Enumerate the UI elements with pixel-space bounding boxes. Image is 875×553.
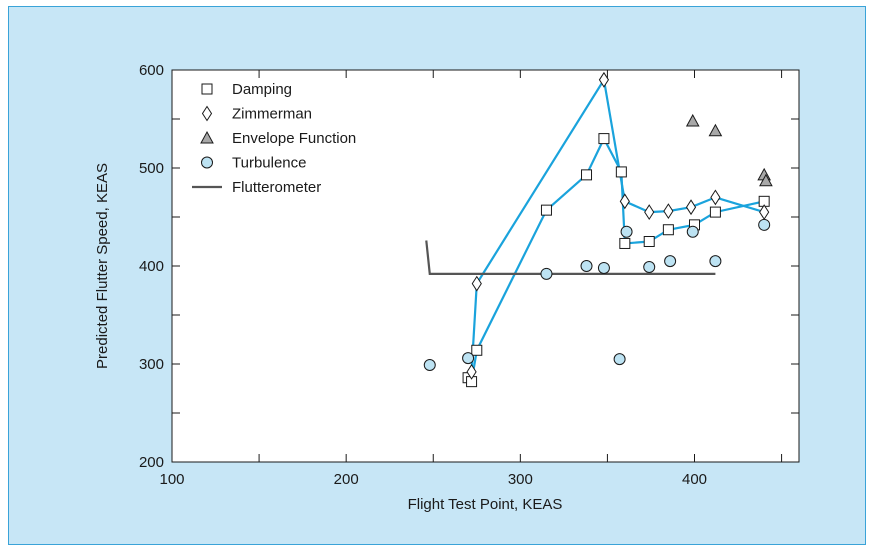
legend-zimmerman-swatch — [201, 105, 213, 122]
turbulence-point — [758, 218, 771, 231]
y-tick-label: 500 — [139, 160, 164, 177]
damping-point — [709, 206, 721, 218]
legend-turbulence-label: Turbulence — [232, 155, 307, 172]
y-tick-label: 400 — [139, 258, 164, 275]
envelope-function-point — [685, 113, 700, 127]
damping-point — [540, 204, 552, 216]
data-markers — [423, 71, 773, 388]
legend-envelope-function-swatch — [200, 130, 214, 144]
damping-point — [471, 344, 483, 356]
legend-turbulence-swatch — [201, 156, 213, 169]
damping-point — [643, 236, 655, 247]
legend-flutterometer-label: Flutterometer — [232, 179, 321, 196]
damping-point — [662, 224, 674, 236]
legend-damping-swatch — [201, 83, 213, 95]
plot-area — [171, 69, 800, 463]
flutterometer-line — [425, 240, 716, 275]
turbulence-point — [540, 267, 553, 280]
zimmerman-point — [644, 204, 655, 221]
y-axis-label: Predicted Flutter Speed, KEAS — [94, 163, 111, 369]
turbulence-point — [597, 261, 610, 274]
turbulence-point — [462, 352, 475, 365]
damping-point — [581, 169, 593, 181]
legend-zimmerman-label: Zimmerman — [232, 106, 312, 123]
y-tick-label: 200 — [139, 454, 164, 471]
damping-point — [615, 166, 627, 178]
x-tick-label: 100 — [159, 471, 184, 488]
turbulence-point — [620, 225, 633, 238]
zimmerman-point — [663, 203, 674, 220]
legend-envelope-function-label: Envelope Function — [232, 130, 356, 147]
turbulence-point — [686, 225, 699, 238]
zimmerman-point — [710, 189, 721, 206]
y-tick-label: 600 — [139, 62, 164, 79]
x-tick-label: 200 — [334, 471, 359, 488]
envelope-function-point — [708, 123, 723, 137]
turbulence-point — [423, 358, 436, 371]
turbulence-point — [580, 260, 593, 272]
x-axis-label: Flight Test Point, KEAS — [408, 496, 563, 513]
zimmerman-point — [598, 71, 610, 88]
turbulence-point — [643, 260, 656, 273]
x-tick-label: 400 — [682, 471, 707, 488]
envelope-function-point — [759, 173, 773, 187]
chart-panel: 100 200 300 400 200 300 400 500 600 Damping Zimme… — [8, 6, 866, 545]
x-tick-label: 300 — [508, 471, 533, 488]
legend: Damping Zimmerman Envelope Function Turbule… — [192, 81, 356, 196]
damping-point — [598, 133, 610, 145]
zimmerman-point — [471, 275, 482, 292]
zimmerman-point — [619, 193, 630, 210]
legend-damping-label: Damping — [232, 81, 292, 98]
damping-point — [619, 237, 631, 249]
axis-ticks — [171, 69, 799, 463]
turbulence-point — [664, 255, 677, 268]
zimmerman-point — [466, 363, 477, 380]
zimmerman-point — [685, 199, 697, 216]
turbulence-point — [709, 255, 722, 268]
turbulence-point — [613, 353, 626, 366]
y-tick-label: 300 — [139, 356, 164, 373]
